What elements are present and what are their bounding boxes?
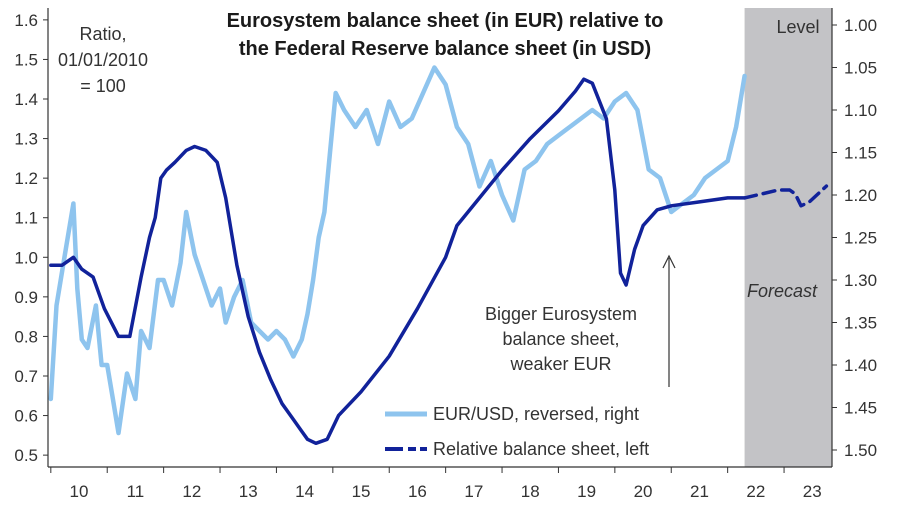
- series-relative-forecast-line: [742, 184, 829, 208]
- legend-label-relative: Relative balance sheet, left: [433, 439, 649, 459]
- legend-label-eurusd: EUR/USD, reversed, right: [433, 404, 639, 424]
- left-tick-label: 0.7: [14, 367, 38, 386]
- left-axis-note-line-1: Ratio,: [79, 24, 126, 44]
- x-tick-label: 17: [464, 482, 483, 501]
- series-eurusd-line: [48, 65, 747, 436]
- x-tick-label: 18: [521, 482, 540, 501]
- x-tick-label: 16: [408, 482, 427, 501]
- left-tick-label: 1.4: [14, 90, 38, 109]
- x-tick-label: 11: [127, 482, 145, 501]
- x-tick-label: 15: [352, 482, 371, 501]
- annotation-line-3: weaker EUR: [509, 354, 611, 374]
- right-tick-label: 1.10: [844, 101, 877, 120]
- annotation-line-1: Bigger Eurosystem: [485, 304, 637, 324]
- forecast-label: Forecast: [747, 281, 818, 301]
- right-tick-label: 1.00: [844, 16, 877, 35]
- x-tick-label: 22: [746, 482, 765, 501]
- right-axis-label: Level: [776, 17, 819, 37]
- right-tick-label: 1.45: [844, 399, 877, 418]
- left-axis-note-line-3: = 100: [80, 76, 126, 96]
- x-tick-label: 10: [70, 482, 89, 501]
- chart-title-line-2: the Federal Reserve balance sheet (in US…: [239, 38, 651, 60]
- left-tick-label: 1.5: [14, 50, 38, 69]
- right-tick-label: 1.35: [844, 314, 877, 333]
- x-tick-label: 23: [803, 482, 822, 501]
- x-tick-label: 21: [690, 482, 709, 501]
- x-tick-label: 14: [295, 482, 314, 501]
- left-tick-label: 0.5: [14, 446, 38, 465]
- x-tick-label: 12: [182, 482, 201, 501]
- right-tick-label: 1.40: [844, 356, 877, 375]
- right-tick-label: 1.20: [844, 186, 877, 205]
- annotation-line-2: balance sheet,: [502, 329, 619, 349]
- forecast-region: [744, 8, 832, 467]
- left-tick-label: 0.9: [14, 288, 38, 307]
- left-tick-label: 1.1: [14, 209, 38, 228]
- right-tick-label: 1.30: [844, 271, 877, 290]
- right-tick-label: 1.25: [844, 229, 877, 248]
- left-tick-label: 1.0: [14, 248, 38, 267]
- annotation-arrow-head: [662, 254, 676, 269]
- right-tick-label: 1.50: [844, 441, 877, 460]
- x-tick-label: 13: [239, 482, 258, 501]
- left-tick-label: 1.2: [14, 169, 38, 188]
- x-tick-label: 20: [634, 482, 653, 501]
- left-axis-note-line-2: 01/01/2010: [58, 50, 148, 70]
- x-tick-label: 19: [577, 482, 596, 501]
- series-relative-line: [49, 77, 747, 446]
- left-tick-label: 1.3: [14, 130, 38, 149]
- right-tick-label: 1.05: [844, 59, 877, 78]
- right-tick-label: 1.15: [844, 144, 877, 163]
- left-tick-label: 0.8: [14, 327, 38, 346]
- chart-title-line-1: Eurosystem balance sheet (in EUR) relati…: [227, 10, 664, 32]
- left-tick-label: 0.6: [14, 407, 38, 426]
- left-tick-label: 1.6: [14, 11, 38, 30]
- legend: EUR/USD, reversed, right Relative balanc…: [385, 404, 649, 459]
